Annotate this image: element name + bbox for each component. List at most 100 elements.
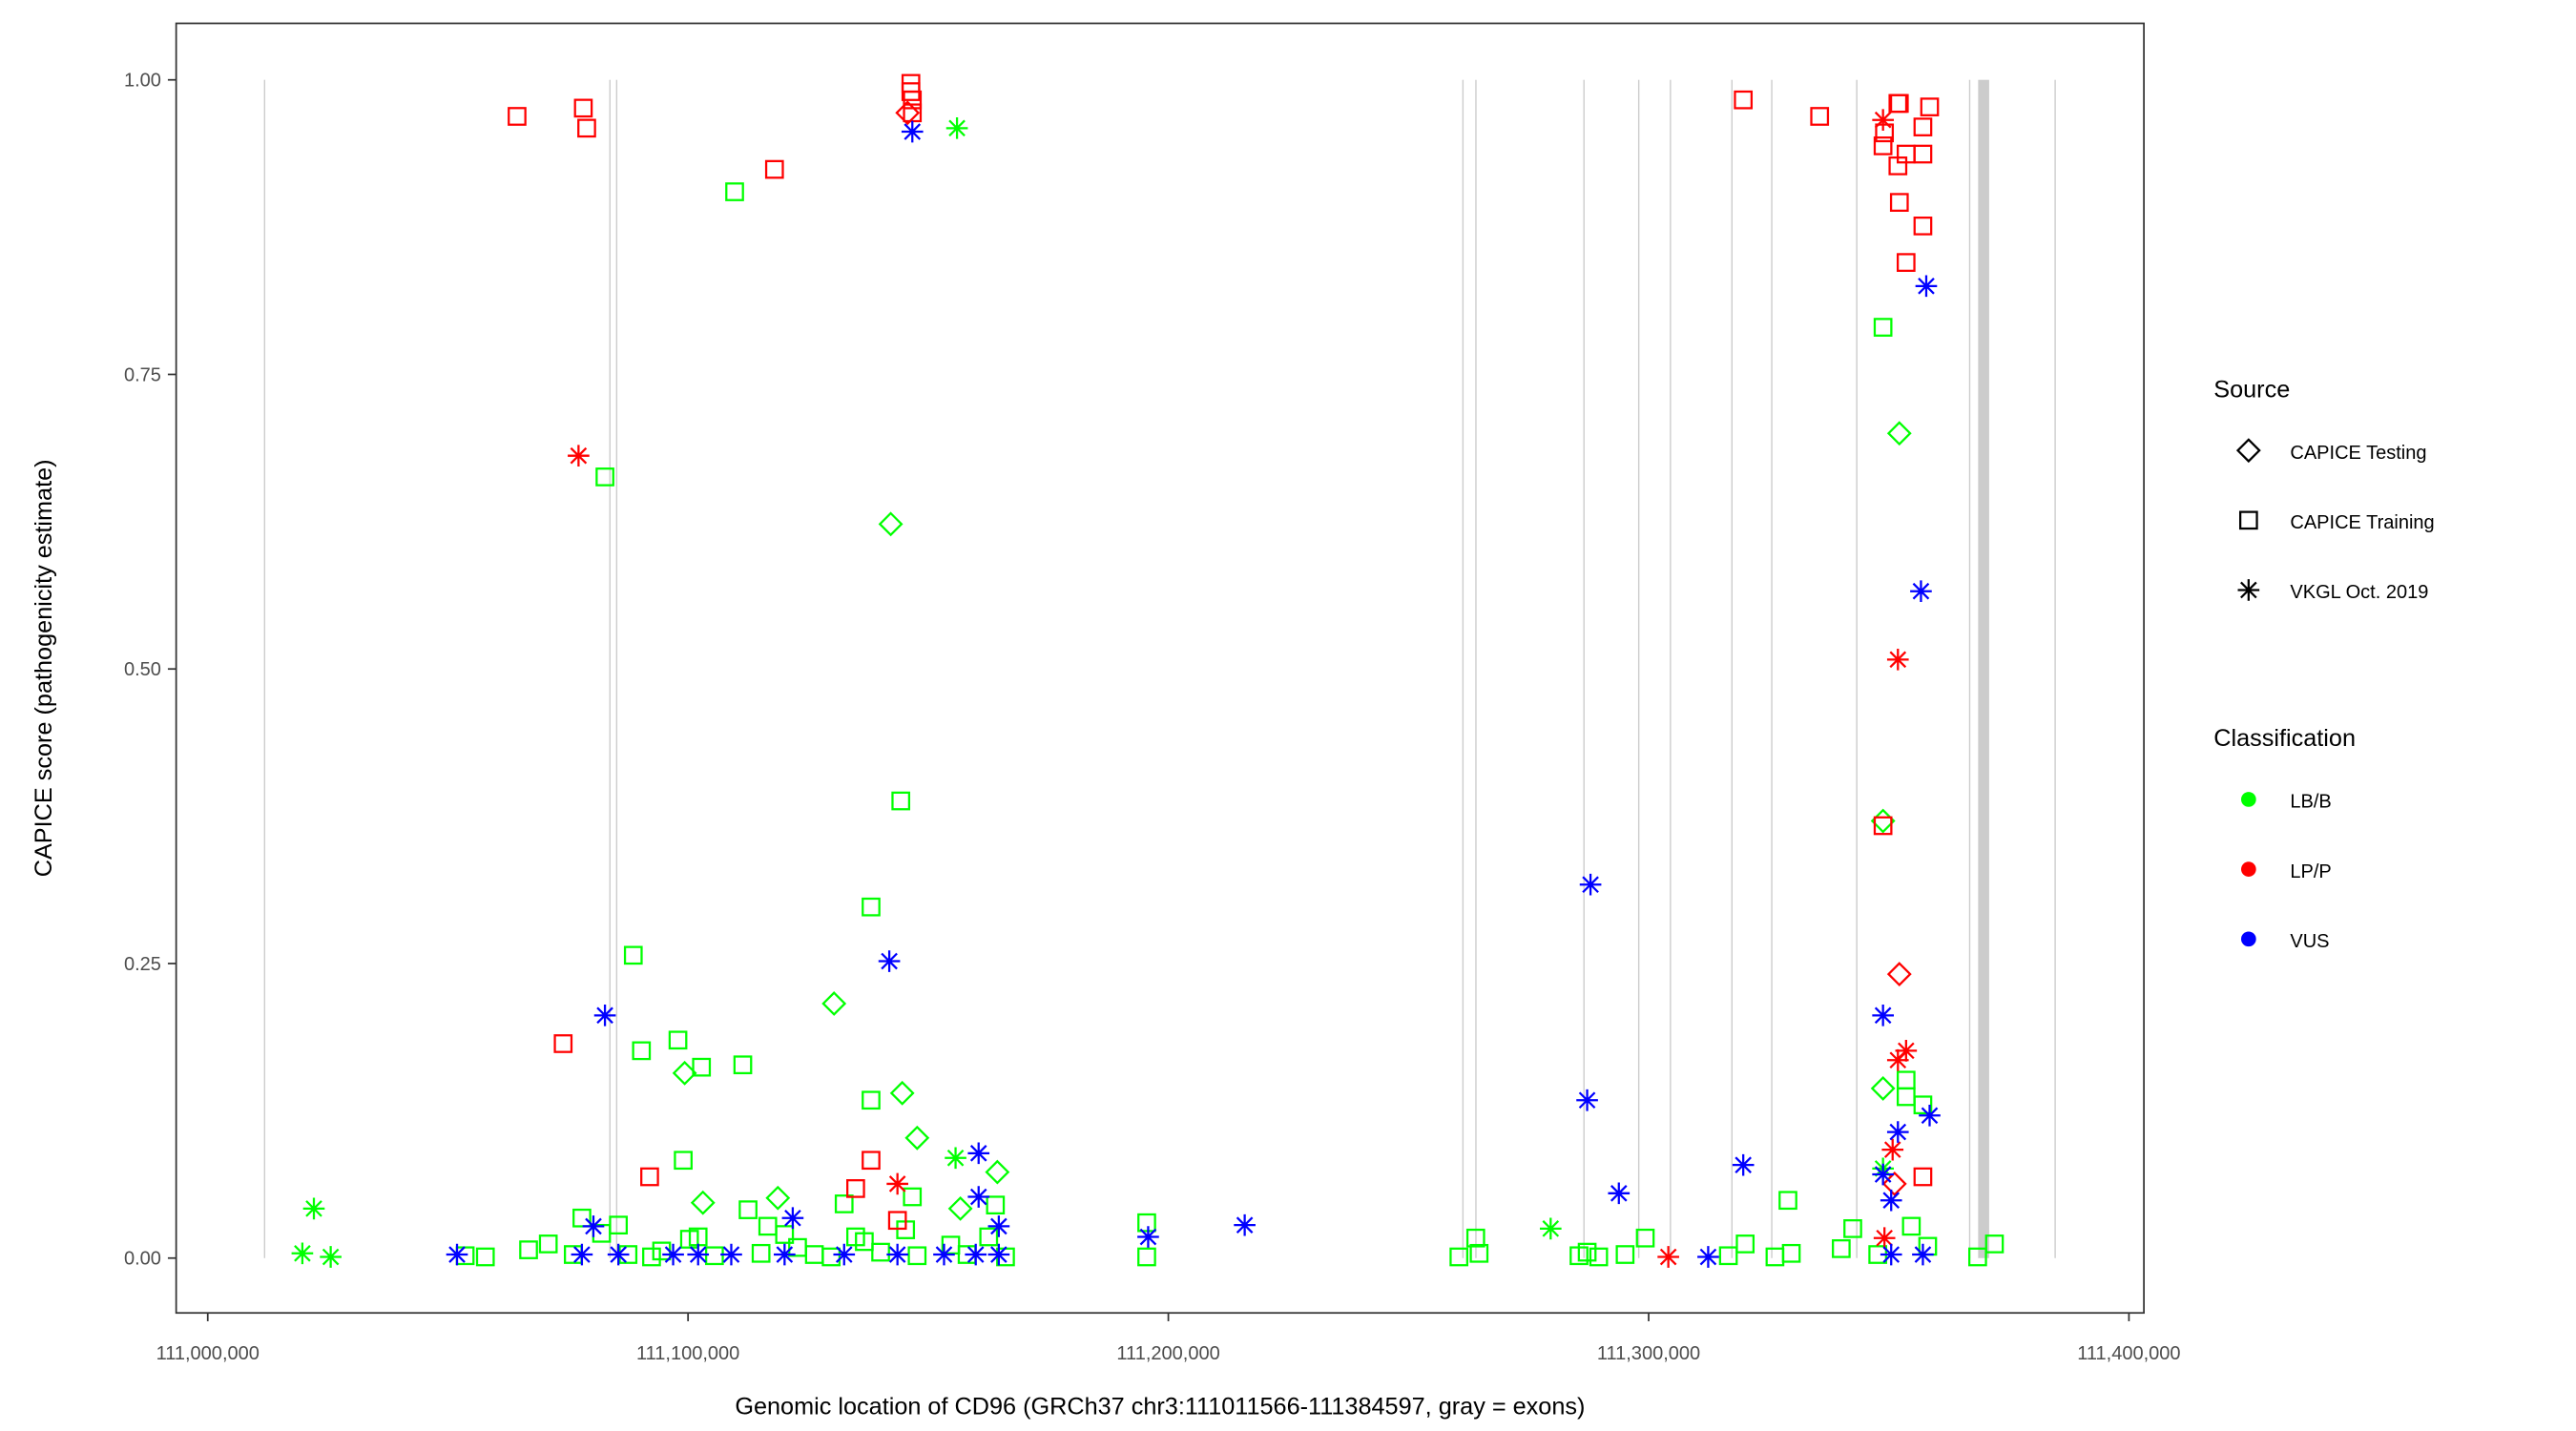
data-point-vkgl-vus: [720, 1243, 742, 1266]
data-point-training-lbb: [475, 1247, 495, 1267]
legend-title-source: Source: [2213, 376, 2290, 403]
data-point-training-lbb: [862, 897, 881, 917]
data-point-training-lpp: [573, 98, 593, 118]
data-point-vkgl-vus: [1919, 1104, 1941, 1127]
data-point-vkgl-lpp: [886, 1172, 908, 1195]
data-point-vkgl-vus: [987, 1215, 1010, 1237]
exon-lines: [263, 79, 2056, 1258]
data-point-training-lpp: [1888, 156, 1908, 176]
data-point-vkgl-vus: [1912, 1243, 1934, 1266]
x-tick-label: 111,300,000: [1597, 1343, 1700, 1364]
data-point-training-lbb: [1137, 1247, 1156, 1267]
data-point-vkgl-vus: [987, 1243, 1010, 1266]
data-point-training-lbb: [751, 1243, 771, 1263]
legend-dot-icon: [2241, 931, 2256, 947]
data-point-training-lbb: [733, 1055, 753, 1075]
data-point-training-lbb: [1913, 1095, 1933, 1115]
data-point-vkgl-lbb: [302, 1197, 325, 1220]
data-point-training-lbb: [632, 1041, 652, 1061]
data-point-training-lbb: [775, 1225, 795, 1244]
data-point-testing-lpp: [1886, 962, 1912, 987]
y-tick-label: 0.50: [124, 659, 161, 680]
data-point-vkgl-vus: [687, 1243, 710, 1266]
exon-line: [263, 79, 266, 1258]
legend-diamond-icon: [2235, 438, 2261, 464]
data-point-vkgl-lpp: [1886, 1048, 1909, 1071]
exon-line: [1771, 79, 1773, 1258]
data-point-training-lbb: [572, 1208, 592, 1228]
data-point-vkgl-lpp: [1895, 1040, 1918, 1062]
data-point-training-lpp: [1896, 253, 1916, 272]
data-point-vkgl-vus: [1910, 580, 1932, 603]
data-point-vkgl-vus: [607, 1243, 630, 1266]
y-axis-title: CAPICE score (pathogenicity estimate): [31, 459, 57, 877]
data-point-training-lbb: [1635, 1228, 1655, 1248]
data-points: [291, 73, 2005, 1268]
y-axis: 0.00 0.25 0.50 0.75 1.00: [124, 71, 177, 1270]
data-point-testing-lbb: [985, 1159, 1010, 1185]
data-point-training-lbb: [941, 1235, 961, 1255]
data-point-training-lbb: [1778, 1191, 1797, 1211]
data-point-training-lpp: [1875, 123, 1895, 143]
data-point-vkgl-vus: [1915, 275, 1938, 298]
data-point-vkgl-lpp: [1886, 649, 1909, 671]
exon-line: [1856, 79, 1858, 1258]
exon-line: [615, 79, 618, 1258]
exon-line: [1670, 79, 1672, 1258]
legend-label-classification: LP/P: [2290, 861, 2331, 882]
data-point-training-lbb: [668, 1030, 688, 1050]
data-point-training-lpp: [1913, 117, 1933, 136]
data-point-vkgl-lbb: [320, 1246, 342, 1268]
data-point-testing-lbb: [1886, 421, 1912, 446]
data-point-testing-lbb: [1870, 1075, 1896, 1101]
data-point-vkgl-vus: [933, 1243, 955, 1266]
legend-asterisk-icon: [2237, 579, 2260, 601]
data-point-testing-lbb: [889, 1080, 915, 1106]
data-point-training-lpp: [1913, 217, 1933, 236]
legend-dot-icon: [2241, 792, 2256, 807]
data-point-training-lbb: [1901, 1216, 1922, 1236]
data-point-training-lpp: [640, 1167, 659, 1187]
data-point-training-lbb: [705, 1246, 724, 1266]
exon-line: [609, 79, 611, 1258]
data-point-vkgl-vus: [582, 1215, 605, 1237]
data-point-training-lbb: [1615, 1245, 1635, 1264]
data-point-testing-lbb: [765, 1185, 791, 1211]
data-point-training-lpp: [577, 118, 596, 138]
data-point-vkgl-vus: [1697, 1246, 1719, 1268]
data-point-training-lbb: [1968, 1247, 1987, 1267]
data-point-vkgl-vus: [1880, 1243, 1902, 1266]
legend: Source CAPICE Testing CAPICE Training VKGL …: [2213, 376, 2434, 952]
data-point-training-lbb: [609, 1215, 629, 1235]
x-axis: 111,000,000 111,100,000 111,200,000 111,300…: [156, 1313, 2181, 1364]
data-point-training-lpp: [1913, 1167, 1933, 1187]
y-tick-label: 0.25: [124, 954, 161, 975]
data-point-training-lpp: [1889, 193, 1909, 212]
legend-label-classification: LB/B: [2290, 792, 2331, 813]
data-point-training-lpp: [553, 1034, 573, 1053]
data-point-training-lpp: [862, 1151, 881, 1171]
data-point-training-lbb: [674, 1151, 693, 1171]
data-point-vkgl-vus: [593, 1005, 616, 1027]
data-point-training-lbb: [979, 1227, 999, 1247]
plot-background: [176, 23, 2145, 1314]
data-point-training-lpp: [1913, 144, 1933, 164]
data-point-training-lbb: [519, 1240, 538, 1259]
data-point-training-lpp: [764, 159, 784, 179]
data-point-training-lbb: [1589, 1247, 1609, 1267]
data-point-training-lbb: [903, 1187, 923, 1207]
data-point-training-lbb: [623, 945, 643, 965]
data-point-vkgl-lpp: [568, 445, 590, 467]
data-point-training-lpp: [1889, 93, 1909, 114]
y-tick-label: 0.00: [124, 1249, 161, 1270]
data-point-vkgl-lbb: [1539, 1217, 1562, 1240]
data-point-training-lpp: [846, 1179, 865, 1198]
data-point-vkgl-vus: [833, 1243, 856, 1266]
data-point-training-lpp: [1920, 97, 1940, 116]
x-tick-label: 111,400,000: [2077, 1343, 2180, 1364]
data-point-vkgl-vus: [1872, 1163, 1894, 1186]
legend-dot-icon: [2241, 861, 2256, 877]
legend-square-icon: [2238, 510, 2258, 530]
data-point-vkgl-vus: [878, 950, 901, 972]
